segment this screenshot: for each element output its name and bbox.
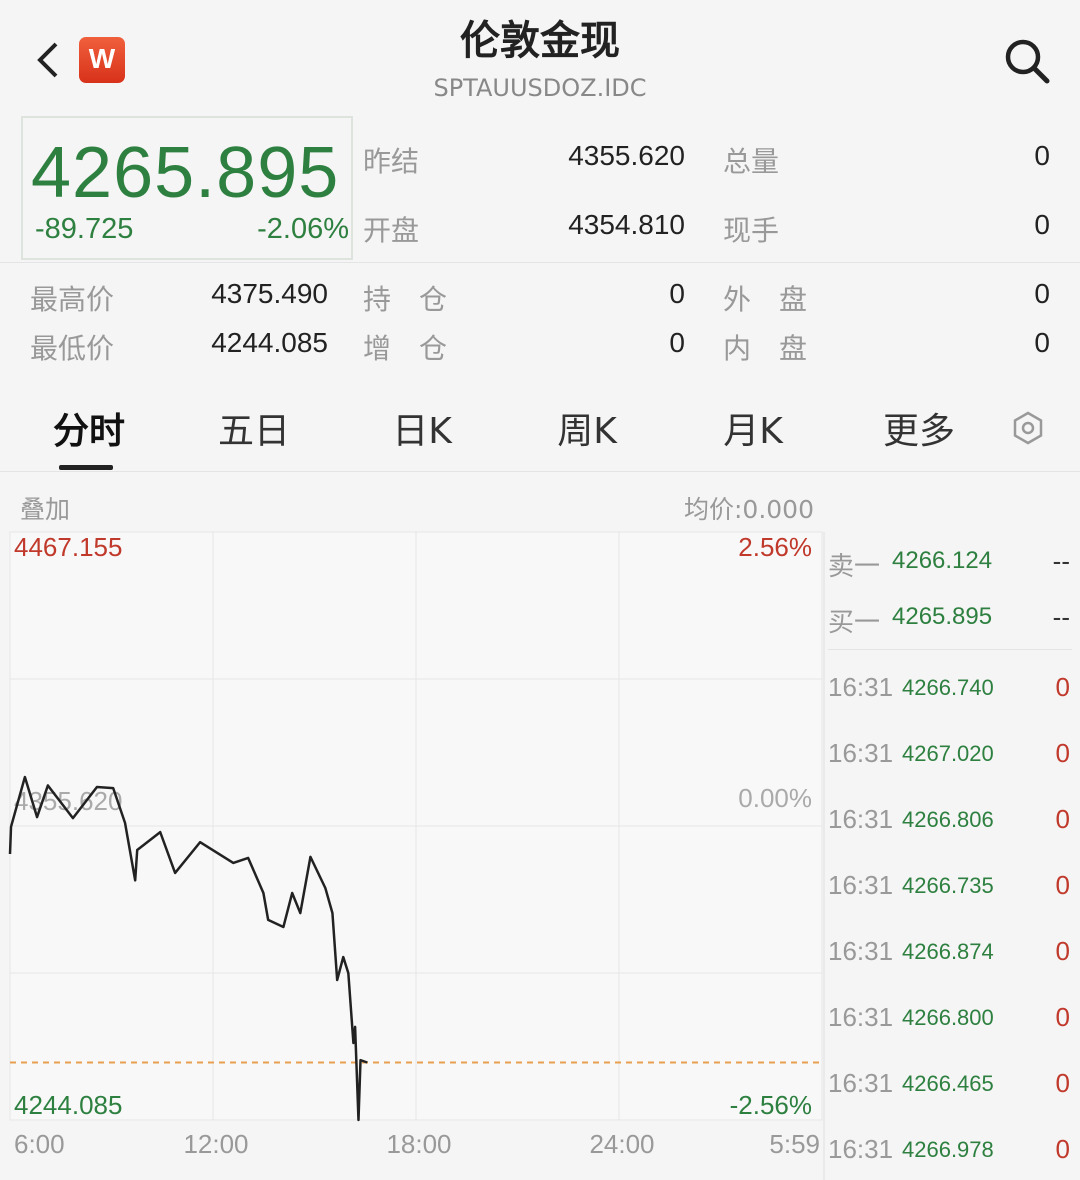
tick-volume: 0 bbox=[1055, 1134, 1070, 1164]
tick-price: 4266.740 bbox=[902, 675, 994, 700]
price-box: 4265.895 -89.725 -2.06% bbox=[21, 116, 353, 260]
tick-time: 16:31 bbox=[828, 1134, 894, 1164]
tick-price: 4266.978 bbox=[902, 1137, 994, 1162]
field-value: 4375.490 bbox=[211, 278, 328, 309]
tab-indicator bbox=[59, 465, 113, 470]
x-tick: 6:00 bbox=[14, 1129, 65, 1159]
bid-label: 买一 bbox=[828, 607, 881, 637]
tick-time: 16:31 bbox=[828, 870, 894, 900]
field-label: 内 盘 bbox=[723, 332, 808, 365]
tab-weekly-k[interactable]: 周K bbox=[557, 411, 617, 452]
divider bbox=[828, 649, 1072, 650]
field-value: 0 bbox=[669, 327, 685, 358]
tick-volume: 0 bbox=[1055, 870, 1070, 900]
bid-volume: -- bbox=[1052, 602, 1070, 632]
x-tick: 24:00 bbox=[589, 1129, 654, 1159]
ask-volume: -- bbox=[1052, 546, 1070, 576]
field-value: 4355.620 bbox=[568, 140, 685, 171]
field-value: 4244.085 bbox=[211, 327, 328, 358]
x-tick: 5:59 bbox=[769, 1129, 820, 1159]
tick-volume: 0 bbox=[1055, 672, 1070, 702]
tick-price: 4266.806 bbox=[902, 807, 994, 832]
tab-intraday[interactable]: 分时 bbox=[52, 411, 125, 452]
bid-price: 4265.895 bbox=[892, 603, 993, 630]
field-label: 最高价 bbox=[30, 283, 115, 316]
field-label: 现手 bbox=[723, 214, 780, 247]
tick-price: 4266.874 bbox=[902, 939, 994, 964]
x-tick: 12:00 bbox=[183, 1129, 248, 1159]
tick-time: 16:31 bbox=[828, 672, 894, 702]
field-label: 最低价 bbox=[30, 332, 115, 365]
ask-price: 4266.124 bbox=[892, 547, 993, 574]
avg-price-label: 均价:0.000 bbox=[684, 495, 814, 524]
field-value: 0 bbox=[1034, 140, 1050, 171]
tick-price: 4266.800 bbox=[902, 1005, 994, 1030]
tick-volume: 0 bbox=[1055, 738, 1070, 768]
field-label: 外 盘 bbox=[723, 283, 808, 316]
tick-time: 16:31 bbox=[828, 804, 894, 834]
tab-five-day[interactable]: 五日 bbox=[217, 411, 290, 452]
pct-label-mid: 0.00% bbox=[738, 783, 812, 813]
tab-daily-k[interactable]: 日K bbox=[392, 411, 452, 452]
back-chevron-icon[interactable] bbox=[30, 40, 70, 80]
field-label: 昨结 bbox=[363, 145, 420, 178]
trade-panel: 卖一 4266.124 -- 买一 4265.895 -- 16:31 4266… bbox=[824, 530, 1080, 1180]
tick-price: 4267.020 bbox=[902, 741, 994, 766]
tick-price: 4266.735 bbox=[902, 873, 994, 898]
field-value: 0 bbox=[1034, 327, 1050, 358]
price-change-pct: -2.06% bbox=[257, 213, 349, 245]
tick-volume: 0 bbox=[1055, 1068, 1070, 1098]
tick-volume: 0 bbox=[1055, 1002, 1070, 1032]
tick-volume: 0 bbox=[1055, 936, 1070, 966]
search-icon[interactable] bbox=[1002, 36, 1052, 86]
y-label-bottom: 4244.085 bbox=[14, 1090, 122, 1120]
tick-volume: 0 bbox=[1055, 804, 1070, 834]
tick-time: 16:31 bbox=[828, 1002, 894, 1032]
tick-price: 4266.465 bbox=[902, 1071, 994, 1096]
tab-monthly-k[interactable]: 月K bbox=[723, 411, 783, 452]
field-value: 0 bbox=[1034, 278, 1050, 309]
x-tick: 18:00 bbox=[386, 1129, 451, 1159]
divider bbox=[0, 262, 1080, 263]
price-series-line bbox=[8, 775, 368, 1122]
field-label: 总量 bbox=[723, 145, 780, 178]
last-price: 4265.895 bbox=[31, 133, 340, 213]
pct-label-bottom: -2.56% bbox=[730, 1090, 812, 1120]
field-value: 0 bbox=[669, 278, 685, 309]
ask-label: 卖一 bbox=[828, 551, 881, 581]
price-change: -89.725 bbox=[35, 213, 134, 245]
field-value: 4354.810 bbox=[568, 209, 685, 240]
field-label: 开盘 bbox=[363, 214, 420, 247]
symbol-code: SPTAUUSDOZ.IDC bbox=[433, 74, 647, 102]
divider bbox=[0, 471, 1080, 472]
tick-time: 16:31 bbox=[828, 738, 894, 768]
pct-label-top: 2.56% bbox=[738, 532, 812, 562]
page-title: 伦敦金现 bbox=[460, 18, 620, 64]
settings-icon[interactable] bbox=[1010, 410, 1046, 446]
field-value: 0 bbox=[1034, 209, 1050, 240]
app-logo[interactable]: W bbox=[79, 37, 125, 83]
tab-more[interactable]: 更多 bbox=[882, 411, 955, 452]
overlay-button[interactable]: 叠加 bbox=[20, 495, 71, 524]
tick-time: 16:31 bbox=[828, 936, 894, 966]
y-label-top: 4467.155 bbox=[14, 532, 122, 562]
tick-time: 16:31 bbox=[828, 1068, 894, 1098]
field-label: 持 仓 bbox=[363, 283, 448, 316]
field-label: 增 仓 bbox=[363, 332, 448, 365]
